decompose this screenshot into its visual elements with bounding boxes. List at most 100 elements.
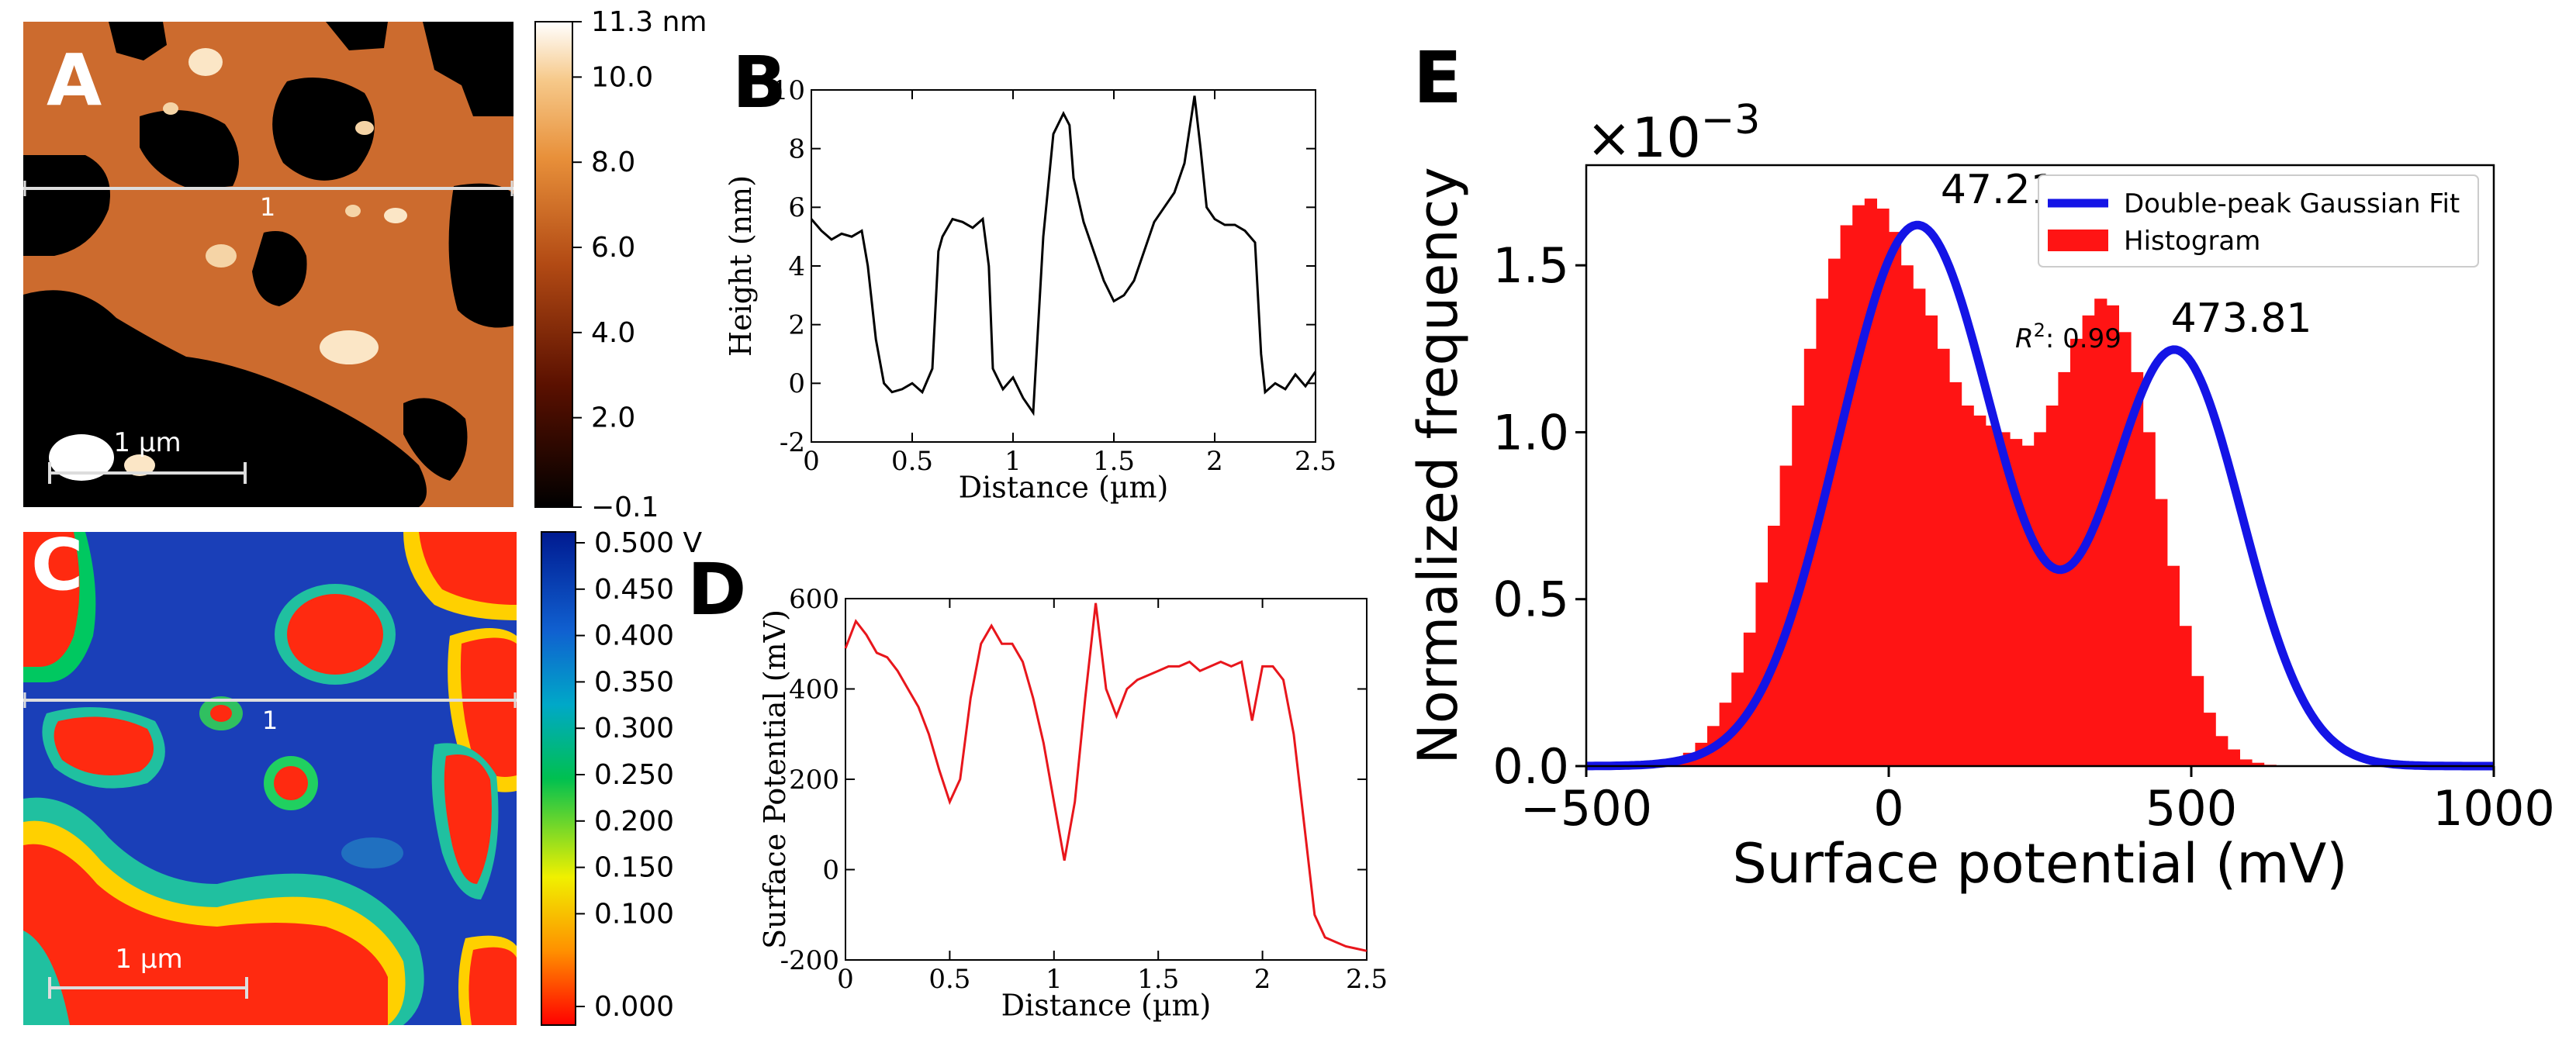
colorbar-tick-label: 10.0: [591, 61, 653, 93]
y-tick-label: 0.0: [1492, 738, 1569, 795]
histogram-bar: [1949, 381, 1962, 766]
histogram-bar: [1997, 432, 2011, 766]
colorbar-tick-label: 0.300: [594, 713, 674, 744]
colorbar-tick-label: 4.0: [591, 317, 635, 349]
series-line: [810, 95, 1317, 416]
panel-e-histogram: −500 0 500 1000 0.0 0.5 1.0 1.5 Surface potentia…: [1406, 36, 2555, 896]
histogram-bar: [1768, 526, 1781, 766]
histogram-bar: [1937, 348, 1950, 766]
histogram-bar: [2215, 736, 2228, 767]
legend-hist-label: Histogram: [2124, 226, 2260, 257]
colorbar-tick-label: 0.350: [594, 666, 674, 698]
histogram-bar: [1961, 406, 1974, 766]
colorbar-tick-label: 0.100: [594, 898, 674, 930]
histogram-bar: [2106, 305, 2119, 766]
x-tick-label: 1: [1046, 964, 1063, 995]
colorbar-tick-label: 11.3 nm: [591, 6, 707, 38]
x-axis-label: Distance (µm): [959, 470, 1169, 504]
panel-a-letter: A: [47, 39, 102, 122]
histogram-bar: [1924, 315, 1938, 767]
histogram-bar: [2179, 626, 2192, 766]
x-tick-label: 0: [803, 446, 820, 477]
y-tick-label: -200: [780, 945, 839, 976]
peak-label: 47.21: [1941, 167, 2056, 213]
histogram-bar: [1779, 465, 1793, 766]
y-axis-label: Normalized frequency: [1406, 167, 1470, 764]
y-axis-label: Surface Potential (mV): [758, 609, 792, 949]
colorbar-tick-label: 0.450: [594, 574, 674, 606]
histogram-bar: [1840, 225, 1853, 766]
y-tick-label: 6: [788, 192, 805, 223]
x-tick-label: 0: [837, 964, 854, 995]
panel-e-letter: E: [1413, 36, 1462, 119]
colorbar-tick-label: 0.200: [594, 806, 674, 837]
x-axis-label: Surface potential (mV): [1732, 832, 2347, 896]
legend: Double-peak Gaussian Fit Histogram: [2038, 174, 2479, 268]
histogram-bar: [1852, 205, 1865, 766]
x-axis-label: Distance (µm): [1001, 988, 1212, 1022]
legend-fit-label: Double-peak Gaussian Fit: [2124, 188, 2460, 219]
histogram-bar: [2166, 565, 2180, 766]
histogram-bar: [1876, 209, 1890, 766]
panel-e-r2-annotation: R2: 0.99: [2015, 319, 2121, 354]
histogram-bar: [1755, 582, 1769, 766]
histogram-bar: [2010, 439, 2023, 766]
histogram-bar: [1889, 232, 1902, 767]
plot-frame: [811, 89, 1316, 443]
histogram-bar: [1828, 258, 1841, 767]
x-tick-label: 1.5: [1137, 964, 1179, 995]
colorbar-tick-label: −0.1: [591, 492, 659, 523]
gaussian-fit-line: [1585, 220, 2495, 771]
panel-d-letter: D: [687, 548, 746, 631]
colorbar-tick-label: 0.500 V: [594, 527, 703, 559]
panel-e-exponent: ×10−3: [1586, 97, 1760, 170]
plot-frame: [845, 598, 1368, 961]
x-tick-label: −500: [1520, 780, 1652, 837]
panel-a-height-image: 1 1 µm A: [23, 22, 513, 507]
x-tick-label: 500: [2146, 780, 2237, 837]
panel-c-potential-image: 1 1 µm C: [23, 523, 517, 1025]
histogram-bar: [2094, 299, 2107, 766]
x-tick-label: 0: [1873, 780, 1903, 837]
y-tick-label: 200: [789, 765, 839, 796]
colorbar-tick-label: 6.0: [591, 232, 635, 264]
y-tick-label: 0.5: [1492, 571, 1569, 628]
histogram-bar: [2239, 759, 2253, 766]
histogram-bar: [1913, 288, 1926, 766]
x-tick-label: 1: [1004, 446, 1022, 477]
x-tick-label: 2.5: [1295, 446, 1336, 477]
y-tick-label: 2: [788, 310, 805, 341]
histogram-bar: [2227, 749, 2240, 766]
histogram-bar: [2118, 332, 2132, 766]
colorbar-tick-label: 0.250: [594, 759, 674, 791]
x-tick-label: 0.5: [928, 964, 970, 995]
y-tick-label: -2: [780, 427, 805, 458]
colorbar-tick-label: 0.400: [594, 620, 674, 652]
panel-a-colorbar: 11.3 nm 10.0 8.0 6.0 4.0 2.0 −0.1: [534, 6, 707, 523]
panel-a-scale-label: 1 µm: [113, 427, 181, 458]
legend-hist-swatch: [2048, 230, 2108, 251]
x-tick-label: 1000: [2433, 780, 2555, 837]
y-tick-label: 1.0: [1492, 404, 1569, 461]
x-tick-label: 2.5: [1346, 964, 1388, 995]
colorbar-tick-label: 8.0: [591, 147, 635, 178]
y-tick-label: 0: [822, 854, 839, 886]
panel-c-colorbar: 0.500 V 0.450 0.400 0.350 0.300 0.250 0.200 0.1…: [541, 527, 703, 1026]
y-tick-label: 0: [788, 368, 805, 399]
histogram-bar: [1816, 299, 1829, 766]
histogram-bar: [1985, 425, 1998, 766]
peak-label: 473.81: [2171, 295, 2312, 342]
panel-a-line-label: 1: [260, 192, 275, 222]
histogram-bar: [2191, 675, 2204, 767]
colorbar-tick-label: 0.150: [594, 852, 674, 884]
y-tick-label: 1.5: [1492, 237, 1569, 294]
histogram-bar: [1900, 265, 1914, 766]
x-tick-label: 1.5: [1093, 446, 1135, 477]
histogram-bars: [1647, 199, 2313, 767]
histogram-bar: [2203, 713, 2216, 766]
series-line: [844, 602, 1368, 952]
histogram-bar: [2252, 762, 2265, 766]
